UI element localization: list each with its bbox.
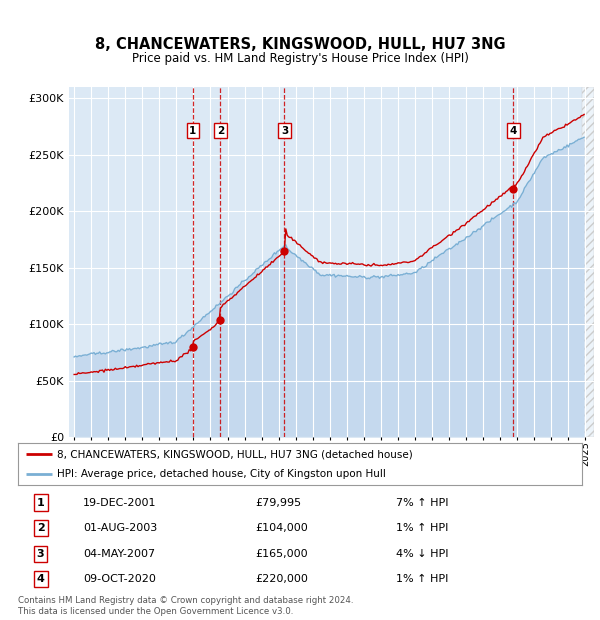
Text: 09-OCT-2020: 09-OCT-2020 (83, 574, 156, 584)
Text: 4: 4 (37, 574, 44, 584)
Text: 4: 4 (509, 126, 517, 136)
Text: £165,000: £165,000 (255, 549, 308, 559)
Text: 7% ↑ HPI: 7% ↑ HPI (396, 498, 448, 508)
Text: 2: 2 (37, 523, 44, 533)
Text: 8, CHANCEWATERS, KINGSWOOD, HULL, HU7 3NG: 8, CHANCEWATERS, KINGSWOOD, HULL, HU7 3N… (95, 37, 505, 52)
Text: 3: 3 (281, 126, 288, 136)
Polygon shape (582, 87, 594, 437)
Text: 04-MAY-2007: 04-MAY-2007 (83, 549, 155, 559)
Text: 2: 2 (217, 126, 224, 136)
Text: £220,000: £220,000 (255, 574, 308, 584)
Text: 3: 3 (37, 549, 44, 559)
Text: 19-DEC-2001: 19-DEC-2001 (83, 498, 157, 508)
Text: Contains HM Land Registry data © Crown copyright and database right 2024.
This d: Contains HM Land Registry data © Crown c… (18, 596, 353, 616)
Text: 8, CHANCEWATERS, KINGSWOOD, HULL, HU7 3NG (detached house): 8, CHANCEWATERS, KINGSWOOD, HULL, HU7 3N… (58, 450, 413, 459)
Text: 1: 1 (37, 498, 44, 508)
Text: 1% ↑ HPI: 1% ↑ HPI (396, 523, 448, 533)
Text: 01-AUG-2003: 01-AUG-2003 (83, 523, 157, 533)
Text: 1: 1 (189, 126, 197, 136)
Text: HPI: Average price, detached house, City of Kingston upon Hull: HPI: Average price, detached house, City… (58, 469, 386, 479)
Text: 4% ↓ HPI: 4% ↓ HPI (396, 549, 448, 559)
Text: 1% ↑ HPI: 1% ↑ HPI (396, 574, 448, 584)
Text: Price paid vs. HM Land Registry's House Price Index (HPI): Price paid vs. HM Land Registry's House … (131, 52, 469, 65)
Text: £104,000: £104,000 (255, 523, 308, 533)
Text: £79,995: £79,995 (255, 498, 301, 508)
